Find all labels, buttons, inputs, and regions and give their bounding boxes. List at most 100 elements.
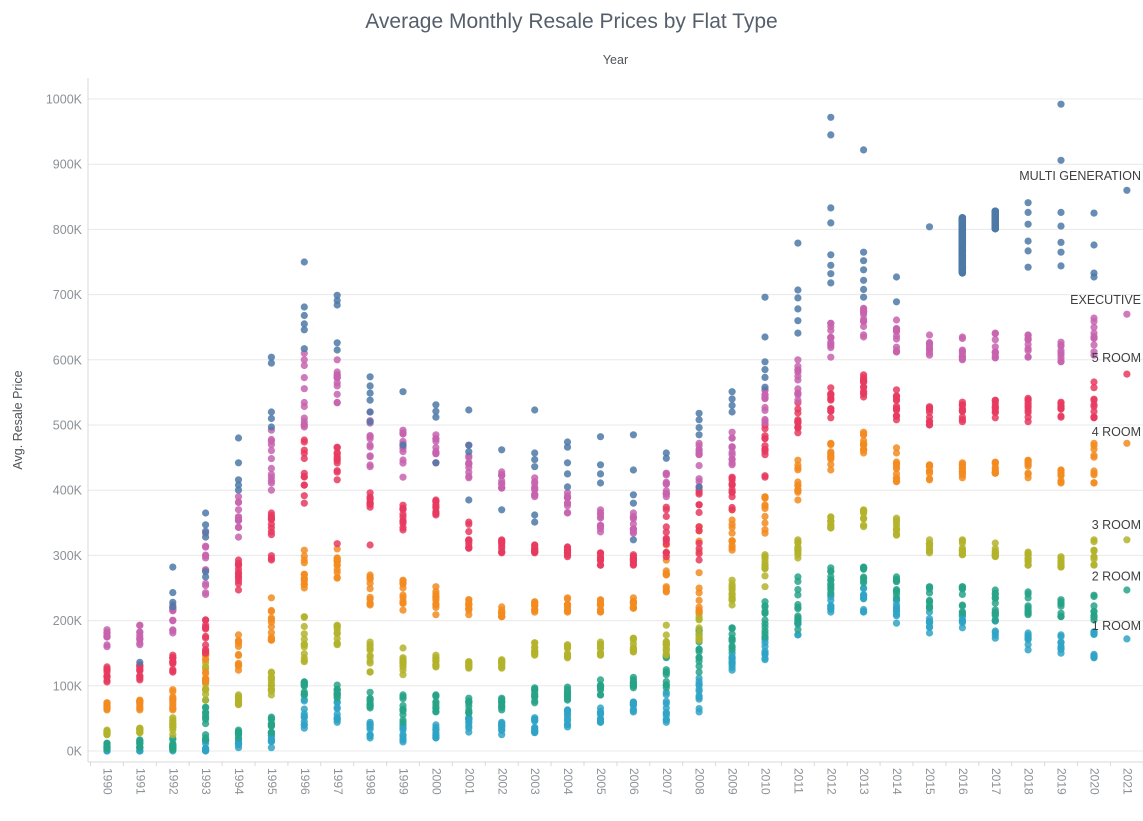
data-point[interactable] bbox=[465, 448, 473, 456]
data-point[interactable] bbox=[662, 454, 670, 462]
x-category-label-2003[interactable]: 2003 bbox=[528, 768, 542, 795]
x-category-label-2020[interactable]: 2020 bbox=[1087, 768, 1101, 795]
data-point[interactable] bbox=[1090, 348, 1098, 356]
data-point[interactable] bbox=[991, 208, 999, 216]
data-point[interactable] bbox=[662, 631, 670, 639]
x-category-label-2014[interactable]: 2014 bbox=[890, 768, 904, 795]
data-point[interactable] bbox=[1024, 220, 1032, 228]
data-point[interactable] bbox=[991, 606, 999, 614]
data-point[interactable] bbox=[991, 414, 999, 422]
data-point[interactable] bbox=[728, 596, 736, 604]
data-point[interactable] bbox=[531, 726, 539, 734]
data-point[interactable] bbox=[761, 512, 769, 521]
data-point[interactable] bbox=[991, 460, 999, 468]
data-point[interactable] bbox=[366, 595, 374, 603]
data-point[interactable] bbox=[958, 217, 967, 225]
data-point[interactable] bbox=[761, 293, 769, 301]
data-point[interactable] bbox=[991, 616, 999, 624]
data-point[interactable] bbox=[629, 701, 638, 709]
data-point[interactable] bbox=[267, 464, 275, 472]
data-point[interactable] bbox=[1057, 100, 1065, 108]
data-point[interactable] bbox=[202, 669, 210, 678]
data-point[interactable] bbox=[169, 688, 177, 696]
data-point[interactable] bbox=[1024, 608, 1032, 616]
data-point[interactable] bbox=[563, 685, 572, 693]
data-point[interactable] bbox=[563, 693, 572, 701]
data-point[interactable] bbox=[563, 721, 572, 729]
data-point[interactable] bbox=[958, 247, 967, 255]
data-point[interactable] bbox=[958, 584, 967, 592]
data-point[interactable] bbox=[498, 606, 506, 614]
data-point[interactable] bbox=[531, 479, 539, 487]
data-point[interactable] bbox=[399, 504, 407, 512]
data-point[interactable] bbox=[432, 583, 440, 591]
data-point[interactable] bbox=[860, 257, 868, 265]
data-point[interactable] bbox=[1123, 310, 1131, 318]
data-point[interactable] bbox=[169, 702, 177, 710]
data-point[interactable] bbox=[267, 353, 275, 361]
data-point[interactable] bbox=[728, 443, 736, 451]
data-point[interactable] bbox=[333, 444, 341, 452]
data-point[interactable] bbox=[892, 449, 901, 457]
x-category-label-1998[interactable]: 1998 bbox=[364, 768, 378, 795]
data-point[interactable] bbox=[300, 481, 308, 489]
data-point[interactable] bbox=[234, 586, 243, 594]
data-point[interactable] bbox=[892, 412, 901, 420]
data-point[interactable] bbox=[366, 453, 374, 461]
data-point[interactable] bbox=[366, 382, 374, 390]
x-category-label-2016[interactable]: 2016 bbox=[956, 768, 970, 795]
data-point[interactable] bbox=[728, 661, 736, 669]
data-point[interactable] bbox=[267, 528, 275, 536]
data-point[interactable] bbox=[465, 459, 473, 467]
data-point[interactable] bbox=[958, 355, 967, 363]
data-point[interactable] bbox=[728, 428, 736, 436]
data-point[interactable] bbox=[827, 596, 835, 604]
data-point[interactable] bbox=[1090, 652, 1098, 660]
data-point[interactable] bbox=[300, 472, 308, 481]
data-point[interactable] bbox=[892, 522, 901, 530]
data-point[interactable] bbox=[399, 584, 407, 592]
data-point[interactable] bbox=[267, 414, 275, 423]
data-point[interactable] bbox=[1090, 453, 1098, 461]
data-point[interactable] bbox=[267, 408, 275, 416]
data-point[interactable] bbox=[267, 623, 275, 631]
data-point[interactable] bbox=[925, 539, 934, 547]
data-point[interactable] bbox=[794, 488, 802, 496]
data-point[interactable] bbox=[827, 414, 835, 422]
x-category-label-1999[interactable]: 1999 bbox=[397, 768, 411, 795]
data-point[interactable] bbox=[399, 430, 407, 438]
data-point[interactable] bbox=[498, 544, 506, 553]
data-point[interactable] bbox=[432, 498, 440, 506]
data-point[interactable] bbox=[234, 692, 243, 700]
data-point[interactable] bbox=[662, 704, 670, 712]
data-point[interactable] bbox=[695, 693, 703, 701]
data-point[interactable] bbox=[432, 692, 440, 701]
data-point[interactable] bbox=[892, 587, 901, 595]
data-point[interactable] bbox=[465, 718, 473, 726]
data-point[interactable] bbox=[1024, 353, 1032, 361]
data-point[interactable] bbox=[267, 744, 275, 752]
data-point[interactable] bbox=[399, 577, 407, 585]
data-point[interactable] bbox=[366, 418, 374, 426]
data-point[interactable] bbox=[498, 724, 506, 732]
data-point[interactable] bbox=[531, 715, 539, 723]
data-point[interactable] bbox=[366, 435, 374, 443]
data-point[interactable] bbox=[267, 614, 275, 622]
data-point[interactable] bbox=[234, 580, 243, 588]
data-point[interactable] bbox=[465, 697, 473, 706]
data-point[interactable] bbox=[925, 417, 934, 425]
data-point[interactable] bbox=[202, 589, 210, 597]
data-point[interactable] bbox=[465, 406, 473, 414]
data-point[interactable] bbox=[860, 431, 868, 439]
data-point[interactable] bbox=[399, 666, 407, 674]
data-point[interactable] bbox=[202, 509, 210, 517]
data-point[interactable] bbox=[1090, 538, 1098, 546]
data-point[interactable] bbox=[366, 499, 374, 507]
x-category-label-2015[interactable]: 2015 bbox=[923, 768, 937, 795]
data-point[interactable] bbox=[399, 388, 407, 396]
data-point[interactable] bbox=[563, 543, 572, 552]
data-point[interactable] bbox=[662, 487, 670, 495]
data-point[interactable] bbox=[366, 652, 374, 660]
data-point[interactable] bbox=[860, 605, 868, 614]
data-point[interactable] bbox=[1090, 561, 1098, 569]
